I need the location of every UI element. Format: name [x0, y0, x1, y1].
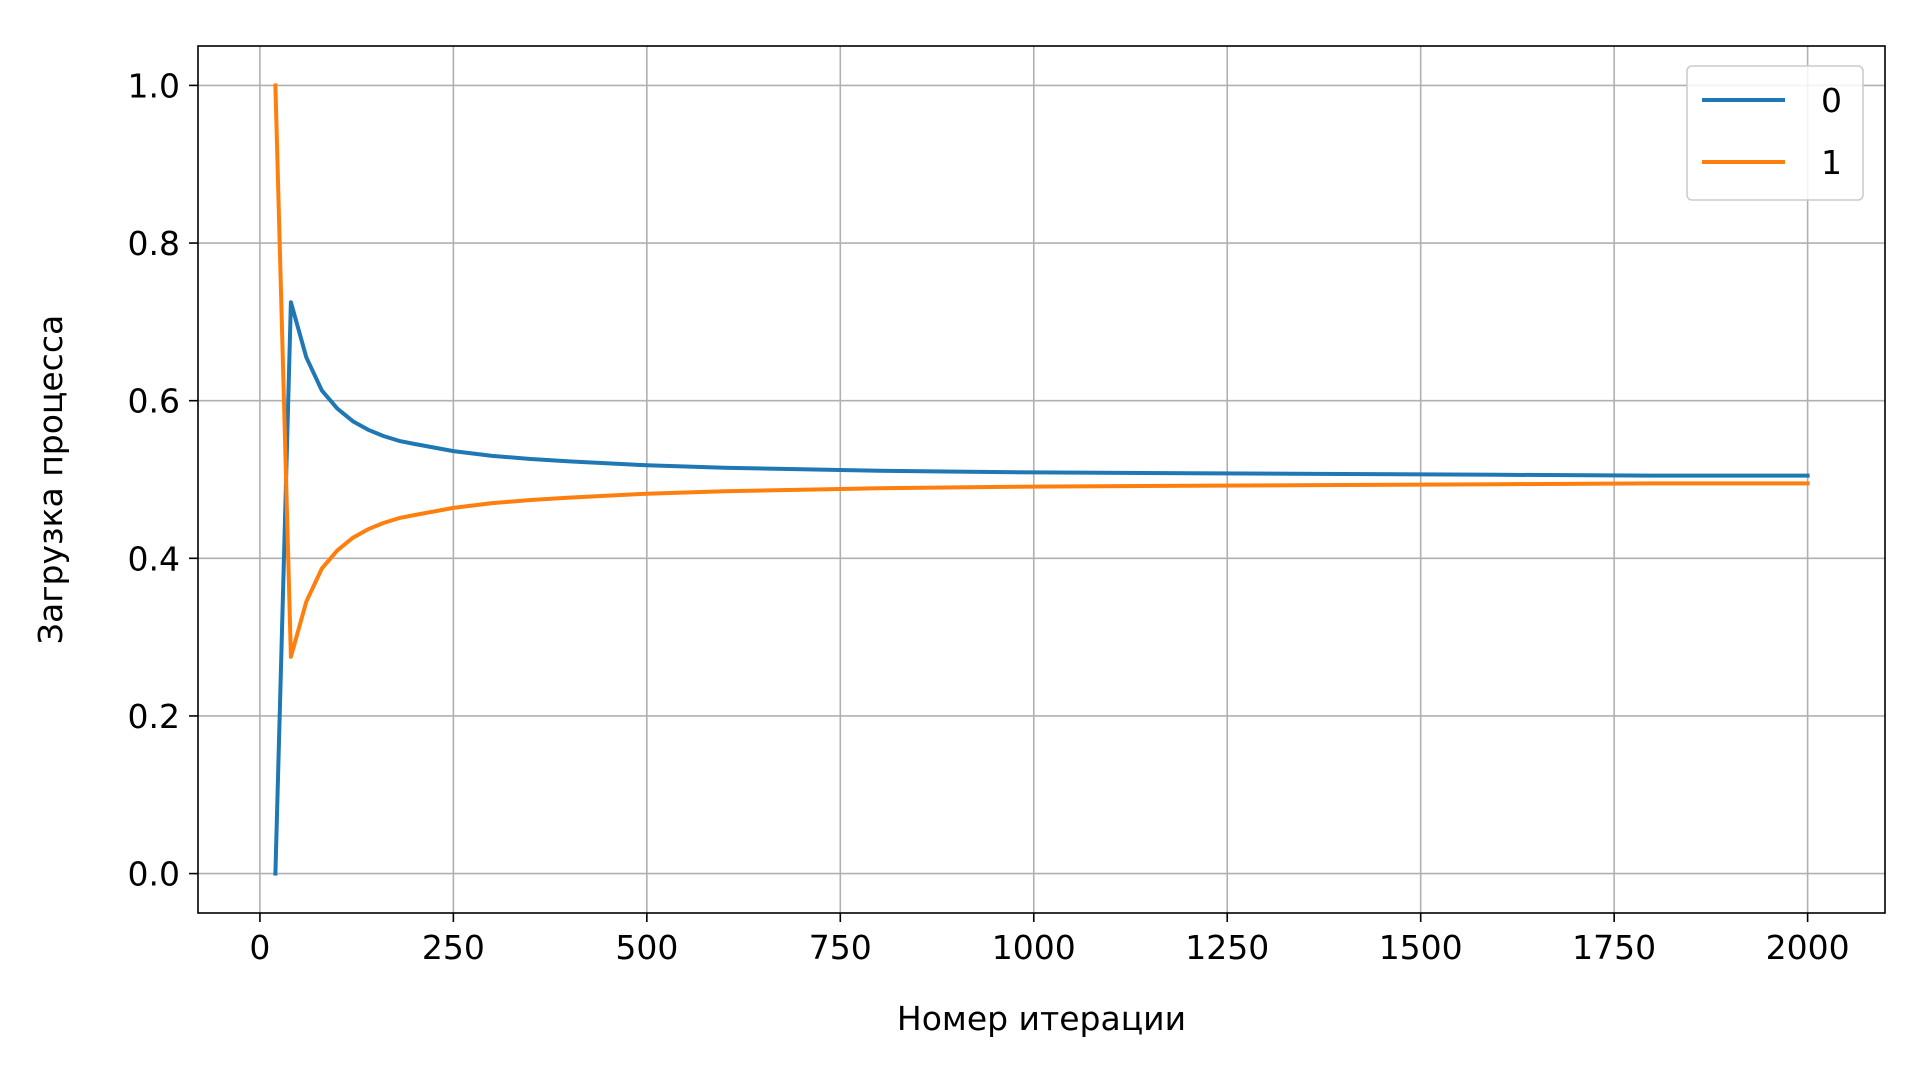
x-tick-label: 1000	[992, 928, 1076, 967]
x-axis-ticks: 0 250 500 750 1000 1250 1500 1750 2000	[249, 913, 1850, 967]
legend-label-series-0: 0	[1821, 81, 1842, 120]
series-line-0	[273, 300, 1810, 876]
legend-label-series-1: 1	[1821, 143, 1842, 182]
x-tick-label: 750	[809, 928, 872, 967]
x-tick-label: 2000	[1766, 928, 1850, 967]
x-axis-label: Номер итерации	[897, 999, 1186, 1038]
x-tick-label: 500	[615, 928, 678, 967]
y-tick-label: 0.2	[128, 697, 180, 736]
y-tick-label: 0.6	[128, 382, 180, 421]
y-axis-label: Загрузка процесса	[31, 315, 70, 644]
y-tick-label: 1.0	[128, 66, 180, 105]
series-line-1	[273, 83, 1810, 659]
x-tick-label: 1500	[1379, 928, 1463, 967]
legend: 0 1	[1686, 65, 1864, 201]
y-tick-label: 0.8	[128, 224, 180, 263]
x-tick-label: 0	[249, 928, 270, 967]
y-axis-ticks: 0.0 0.2 0.4 0.6 0.8 1.0	[128, 66, 198, 894]
x-tick-label: 1750	[1572, 928, 1656, 967]
x-tick-label: 1250	[1185, 928, 1269, 967]
y-tick-label: 0.4	[128, 539, 180, 578]
plot-frame	[197, 45, 1886, 914]
x-tick-label: 250	[422, 928, 485, 967]
y-tick-label: 0.0	[128, 855, 180, 894]
series-lines	[273, 83, 1810, 876]
